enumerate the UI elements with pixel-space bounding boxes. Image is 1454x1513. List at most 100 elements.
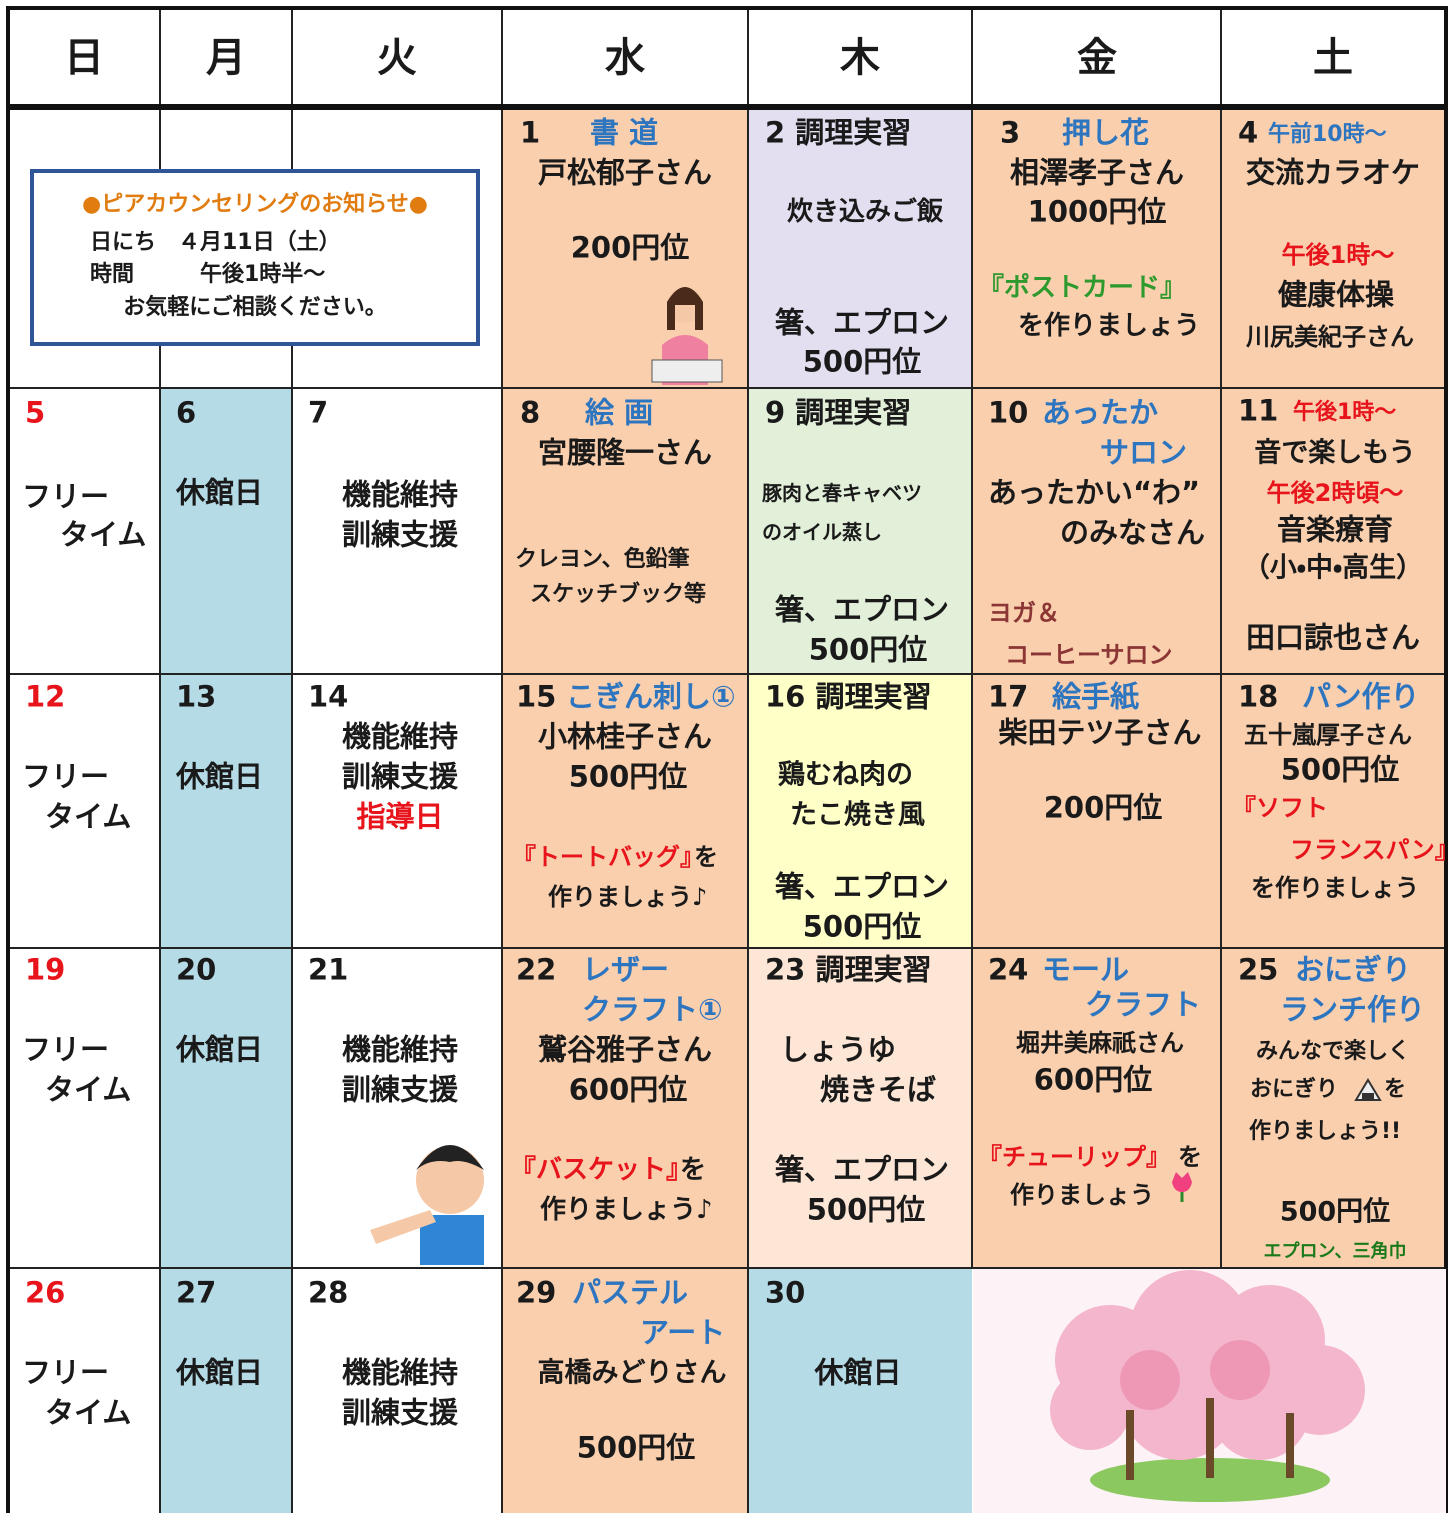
- event-title: 絵手紙: [1052, 679, 1140, 714]
- text: みんなで楽しく: [1255, 1039, 1411, 1064]
- event-title: 書 道: [590, 115, 659, 150]
- day-number: 18: [1238, 679, 1279, 714]
- text: 休館日: [176, 1355, 264, 1390]
- text: 作りましょう♪: [548, 883, 708, 911]
- text: 訓練支援: [341, 1072, 459, 1107]
- text: 500円位: [1280, 752, 1400, 787]
- time: 午前10時～: [1268, 122, 1387, 147]
- text: 箸、エプロン: [774, 305, 950, 340]
- text: 機能維持: [341, 1355, 459, 1390]
- text: 500円位: [576, 1430, 696, 1465]
- weekday: 月: [206, 35, 246, 81]
- text: タイム: [45, 1395, 132, 1430]
- text: 鶏むね肉の: [778, 759, 913, 791]
- text: 川尻美紀子さん: [1246, 323, 1414, 351]
- event-title: クラフト①: [582, 992, 723, 1027]
- text: 『トートバッグ』: [512, 843, 704, 871]
- weekday: 土: [1313, 35, 1353, 81]
- text: コーヒーサロン: [1005, 641, 1173, 669]
- text: 音で楽しもう: [1254, 437, 1416, 469]
- notice-line: お気軽にご相談ください。: [123, 295, 387, 320]
- day-number: 19: [25, 952, 66, 987]
- text: 炊き込みご飯: [786, 197, 944, 227]
- text: 『バスケット』: [510, 1155, 693, 1185]
- event-title: ランチ作り: [1280, 992, 1426, 1027]
- text: スケッチブック等: [530, 582, 707, 607]
- text: 堀井美麻祇さん: [1016, 1029, 1184, 1057]
- text: 600円位: [568, 1072, 688, 1107]
- text: フリー: [22, 479, 110, 514]
- day-number: 3: [1000, 115, 1021, 150]
- text: （小・中・高生）: [1242, 552, 1424, 584]
- text: 機能維持: [341, 719, 459, 754]
- text: 箸、エプロン: [774, 592, 950, 627]
- text: 500円位: [808, 632, 928, 667]
- text: タイム: [45, 799, 132, 834]
- text: 箸、エプロン: [774, 1152, 950, 1187]
- text: 交流カラオケ: [1245, 155, 1421, 190]
- event-title: モール: [1042, 952, 1130, 987]
- text: 箸、エプロン: [774, 869, 950, 904]
- text: たこ焼き風: [790, 799, 925, 831]
- notice-title: ●ピアカウンセリングのお知らせ●: [82, 192, 428, 217]
- text: 小林桂子さん: [537, 719, 713, 754]
- text: タイム: [45, 1072, 132, 1107]
- event-title: 絵 画: [585, 395, 654, 430]
- weekday: 火: [377, 35, 417, 81]
- event-title: パステル: [572, 1275, 689, 1310]
- day-number: 12: [25, 679, 66, 714]
- text: 500円位: [806, 1192, 926, 1227]
- text: 休館日: [814, 1355, 902, 1390]
- text: 鷲谷雅子さん: [537, 1032, 713, 1067]
- event-title: クラフト: [1085, 987, 1202, 1022]
- text: 作りましょう: [1010, 1181, 1154, 1209]
- text: 休館日: [176, 1032, 264, 1067]
- text: 500円位: [568, 759, 688, 794]
- text: しょうゆ: [780, 1032, 897, 1067]
- day-number: 15: [516, 679, 557, 714]
- notice-line: 日にち ４月11日（土）: [90, 230, 341, 255]
- text: 宮腰隆一さん: [537, 435, 713, 470]
- text: 500円位: [802, 344, 922, 379]
- day-number: 2 調理実習: [765, 115, 912, 150]
- text: 作りましょう♪: [540, 1195, 713, 1225]
- text: フリー: [22, 1032, 110, 1067]
- illustration: [370, 1145, 484, 1265]
- text: 500円位: [802, 909, 922, 944]
- text: 500円位: [1279, 1196, 1391, 1228]
- event-title: 押し花: [1062, 115, 1150, 150]
- text: 機能維持: [341, 1032, 459, 1067]
- text: を: [1178, 1143, 1202, 1171]
- text: フリー: [22, 759, 110, 794]
- event-title: アート: [640, 1315, 726, 1350]
- text: 田口諒也さん: [1245, 620, 1421, 655]
- text: あったかい“わ”: [988, 475, 1201, 510]
- event-title: パン作り: [1302, 679, 1420, 714]
- day-number: 13: [176, 679, 217, 714]
- text: を作りましょう: [1018, 311, 1201, 341]
- text: 『ソフト: [1232, 794, 1328, 822]
- text: を: [680, 1155, 707, 1185]
- text: クレヨン、色鉛筆: [515, 547, 690, 572]
- text: 相澤孝子さん: [1009, 155, 1185, 190]
- notice-line: 時間 午後1時半～: [90, 262, 326, 287]
- day-number: 4: [1238, 115, 1259, 150]
- text: 『ポストカード』: [978, 273, 1187, 303]
- text: を: [694, 843, 718, 871]
- day-number: 11: [1238, 393, 1279, 428]
- text: 休館日: [176, 475, 264, 510]
- sakura-image: [973, 1269, 1446, 1513]
- event-title: サロン: [1100, 435, 1188, 470]
- weekday: 水: [605, 35, 645, 81]
- day-number: 29: [516, 1275, 557, 1310]
- weekday: 木: [840, 35, 880, 81]
- day-number: 28: [308, 1275, 349, 1310]
- day-number: 9 調理実習: [765, 395, 912, 430]
- day-number: 30: [765, 1275, 806, 1310]
- time: 午後1時～: [1293, 400, 1397, 425]
- day-number: 7: [308, 395, 329, 430]
- text: エプロン、三角巾: [1263, 1241, 1407, 1262]
- day-number: 8: [520, 395, 541, 430]
- text: フランスパン』: [1290, 836, 1454, 864]
